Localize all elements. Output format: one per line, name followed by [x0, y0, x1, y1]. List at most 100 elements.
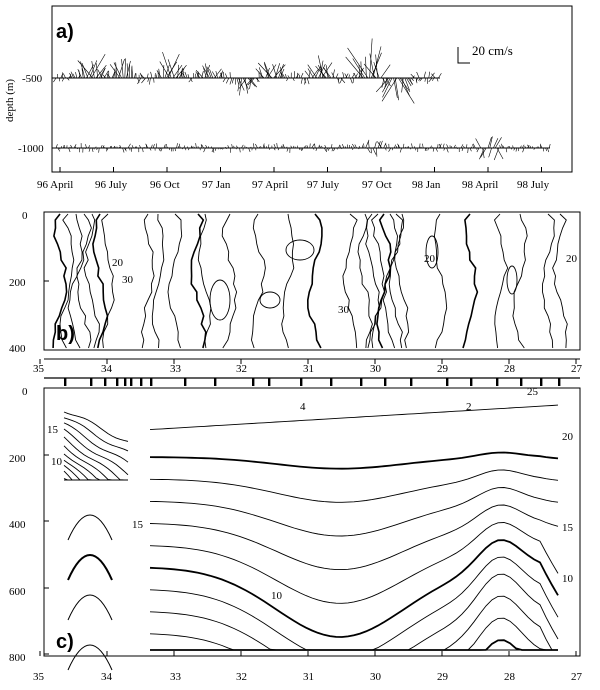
velocity-stick — [244, 77, 249, 94]
panel-b-xtick: 29 — [437, 363, 449, 375]
velocity-stick — [285, 73, 287, 79]
station-marker — [184, 378, 187, 386]
panel-b-xaxis: 35 34 33 32 31 30 29 28 27 — [33, 359, 583, 375]
panel-a-label: a) — [56, 21, 74, 43]
velocity-stick — [164, 64, 170, 79]
velocity-stick — [211, 71, 217, 79]
velocity-stick — [225, 77, 230, 84]
panel-b-xtick: 30 — [370, 363, 382, 375]
velocity-stick — [74, 146, 77, 149]
velocity-stick — [205, 145, 208, 149]
velocity-stick — [84, 147, 86, 150]
velocity-stick — [432, 77, 434, 81]
panel-a-xtick: 97 April — [252, 179, 288, 191]
velocity-stick — [208, 146, 210, 149]
velocity-stick — [258, 67, 263, 79]
velocity-stick — [368, 141, 370, 149]
velocity-stick — [202, 65, 210, 79]
velocity-contour — [59, 213, 75, 349]
velocity-stick — [113, 62, 122, 79]
velocity-stick — [102, 74, 106, 79]
velocity-stick — [300, 72, 304, 79]
panel-a-ylabel: depth (m) — [4, 79, 16, 122]
velocity-stick — [62, 73, 66, 79]
contour-label: 25 — [527, 386, 539, 398]
velocity-stick — [373, 62, 380, 79]
velocity-contour — [512, 213, 528, 349]
velocity-stick — [206, 66, 212, 79]
velocity-stick — [139, 145, 141, 149]
velocity-stick — [178, 143, 181, 149]
velocity-stick — [85, 144, 87, 149]
velocity-contour — [251, 213, 266, 349]
panel-a-xtick: 96 Oct — [150, 179, 180, 191]
velocity-stick — [424, 77, 426, 82]
velocity-stick — [177, 64, 179, 79]
temperature-contour — [63, 436, 128, 481]
velocity-stick — [268, 144, 270, 149]
velocity-stick — [75, 72, 78, 79]
velocity-stick — [195, 71, 201, 79]
velocity-stick — [311, 143, 315, 149]
velocity-stick — [336, 147, 338, 150]
velocity-stick — [109, 145, 112, 149]
velocity-stick — [100, 144, 103, 149]
velocity-contour — [306, 213, 323, 349]
velocity-stick — [515, 147, 518, 152]
velocity-stick — [331, 72, 335, 79]
velocity-stick — [533, 147, 536, 150]
velocity-stick — [494, 137, 502, 149]
velocity-stick — [204, 63, 209, 79]
velocity-stick — [536, 146, 538, 149]
velocity-stick — [91, 61, 95, 79]
velocity-stick — [152, 143, 155, 149]
velocity-stick — [307, 64, 318, 79]
velocity-stick — [323, 67, 332, 79]
contour-label: 10 — [51, 456, 63, 468]
velocity-stick — [286, 146, 288, 149]
station-marker — [410, 378, 413, 386]
velocity-stick — [365, 56, 367, 79]
velocity-stick — [273, 147, 276, 151]
velocity-contour — [151, 213, 165, 349]
velocity-stick — [453, 144, 456, 149]
velocity-stick — [407, 145, 410, 149]
velocity-stick — [524, 145, 527, 149]
velocity-stick — [344, 73, 348, 79]
velocity-stick — [280, 71, 284, 79]
velocity-stick — [344, 146, 347, 149]
velocity-stick — [341, 147, 343, 150]
contour-label: 20 — [112, 257, 124, 269]
velocity-stick — [307, 68, 314, 79]
velocity-stick — [103, 146, 105, 149]
temperature-contour — [63, 459, 128, 481]
velocity-stick — [461, 147, 464, 152]
panel-a-xtick: 97 Jan — [202, 179, 231, 191]
velocity-stick — [527, 144, 530, 149]
station-marker — [124, 378, 127, 386]
velocity-stick — [149, 77, 151, 85]
velocity-stick — [124, 58, 126, 79]
velocity-stick — [548, 143, 551, 149]
velocity-stick — [304, 77, 306, 85]
velocity-stick — [522, 147, 525, 153]
panel-a-ytick: -500 — [22, 73, 43, 85]
velocity-stick — [109, 64, 121, 79]
velocity-stick — [325, 147, 329, 152]
velocity-stick — [141, 77, 146, 84]
panel-a-xaxis: 96 April 96 July 96 Oct 97 Jan 97 April … — [37, 167, 550, 191]
velocity-stick — [428, 77, 433, 83]
velocity-contour — [221, 213, 238, 349]
velocity-stick — [255, 143, 258, 149]
velocity-contour — [281, 213, 295, 349]
velocity-stick — [382, 77, 393, 98]
velocity-stick — [430, 145, 432, 149]
panel-c-xtick: 30 — [370, 671, 382, 683]
velocity-stick — [191, 145, 194, 149]
velocity-contour — [285, 239, 315, 261]
velocity-stick — [215, 71, 218, 79]
velocity-stick — [420, 146, 422, 149]
velocity-stick — [513, 147, 516, 151]
temperature-contour — [67, 644, 113, 671]
